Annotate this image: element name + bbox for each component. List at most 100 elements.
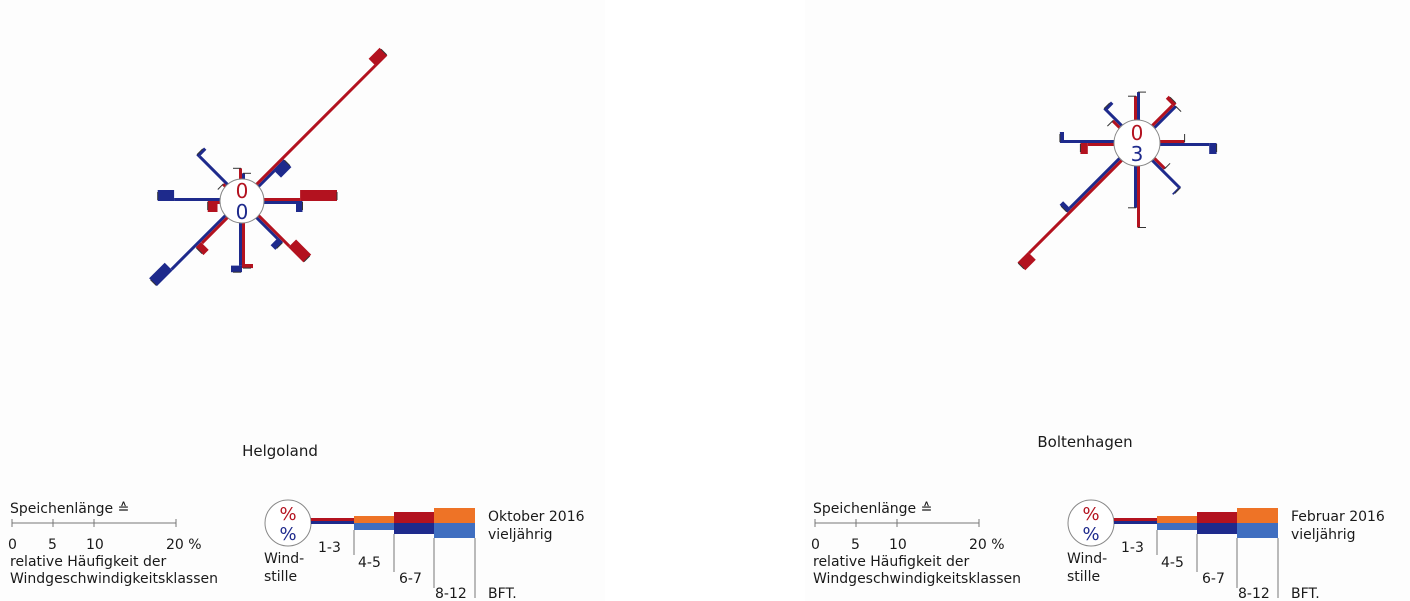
spoke-end-tick-climate-se bbox=[1174, 187, 1181, 194]
class-label-6-7: 6-7 bbox=[1202, 571, 1225, 587]
spoke-current-nw-class-1-3 bbox=[222, 183, 227, 188]
spoke-end-tick-climate-nw bbox=[1103, 102, 1111, 109]
station-title-helgoland: Helgoland bbox=[242, 442, 318, 460]
percent-current: % bbox=[279, 504, 296, 525]
spoke-climate-ne-class-6-7 bbox=[273, 159, 292, 178]
legend-bar-current-6-7 bbox=[1197, 512, 1237, 523]
spoke-end-tick-current-ne bbox=[380, 48, 388, 56]
legend-bar-climate-6-7 bbox=[1197, 523, 1237, 534]
spoke-climate-nw-class-6-7 bbox=[196, 147, 207, 158]
spoke-climate-nw-class-1-3 bbox=[1105, 109, 1123, 127]
spoke-current-ne-class-6-7 bbox=[1165, 95, 1177, 107]
percent-climate: % bbox=[279, 524, 296, 545]
spoke-climate-nw-class-1-3 bbox=[198, 155, 229, 186]
scale-tick-label: 20 % bbox=[969, 537, 1005, 553]
spoke-current-ne-class-1-3 bbox=[255, 64, 377, 186]
spoke-end-tick-climate-nw bbox=[196, 148, 204, 155]
class-label-4-5: 4-5 bbox=[358, 555, 381, 571]
spoke-climate-sw-class-1-3 bbox=[1068, 157, 1121, 210]
legend-bar-climate-8-12 bbox=[434, 523, 475, 538]
calm-value-climate: 3 bbox=[1131, 142, 1144, 166]
legend-bar-current-4-5 bbox=[354, 516, 394, 523]
spoke-climate-se-class-1-3 bbox=[255, 216, 279, 240]
legend-bar-climate-8-12 bbox=[1237, 523, 1278, 538]
wind-rose-helgoland: 00 bbox=[149, 47, 388, 287]
calm-label: Wind- bbox=[1067, 551, 1107, 567]
scale-tick-label: 0 bbox=[8, 537, 17, 553]
class-label-1-3: 1-3 bbox=[318, 540, 341, 556]
spoke-climate-sw-class-1-3 bbox=[170, 214, 227, 271]
spoke-current-ne-class-1-3 bbox=[1151, 104, 1174, 127]
scale-caption: Windgeschwindigkeitsklassen bbox=[10, 571, 218, 587]
scale-caption: Windgeschwindigkeitsklassen bbox=[813, 571, 1021, 587]
class-label-1-3: 1-3 bbox=[1121, 540, 1144, 556]
legend-climate-label: vieljährig bbox=[1291, 527, 1356, 543]
calm-label: Wind- bbox=[264, 551, 304, 567]
spoke-end-tick-current-nw bbox=[217, 183, 224, 190]
scale-tick-label: 0 bbox=[811, 537, 820, 553]
spoke-end-tick-current-sw bbox=[196, 247, 203, 255]
scale-title: Speichenlänge ≙ bbox=[10, 501, 129, 517]
legend-bar-current-4-5 bbox=[1157, 516, 1197, 523]
scale-tick-label: 5 bbox=[48, 537, 57, 553]
spoke-end-tick-climate-ne bbox=[1175, 105, 1182, 112]
scale-title: Speichenlänge ≙ bbox=[813, 501, 932, 517]
legend-right: Speichenlänge ≙ 0 5 10 20 % relative Häu… bbox=[811, 499, 1385, 601]
spoke-end-tick-climate-sw bbox=[150, 279, 157, 286]
spoke-current-sw-class-1-3 bbox=[1027, 159, 1123, 255]
calm-value-current: 0 bbox=[1131, 121, 1144, 145]
calm-circle bbox=[1113, 119, 1161, 167]
legend-bar-current-8-12 bbox=[434, 508, 475, 523]
station-title-boltenhagen: Boltenhagen bbox=[1037, 433, 1132, 451]
spoke-current-ne-class-6-7 bbox=[368, 47, 388, 67]
legend-current-label: Oktober 2016 bbox=[488, 509, 585, 525]
legend-bar-climate-4-5 bbox=[1157, 523, 1197, 530]
percent-climate: % bbox=[1082, 524, 1099, 545]
scale-caption: relative Häufigkeit der bbox=[813, 554, 969, 570]
legend-bar-climate-1-3 bbox=[1114, 521, 1157, 524]
class-label-4-5: 4-5 bbox=[1161, 555, 1184, 571]
spoke-current-sw-class-1-3 bbox=[200, 216, 229, 245]
calm-label: stille bbox=[264, 569, 297, 585]
spoke-current-se-class-1-3 bbox=[1153, 157, 1166, 170]
legend-left: Speichenlänge ≙ 0 5 10 20 % relative Häu… bbox=[8, 499, 585, 601]
spoke-climate-nw-class-6-7 bbox=[1103, 101, 1114, 112]
spoke-end-tick-current-ne bbox=[1169, 96, 1177, 104]
spoke-end-tick-current-nw bbox=[1107, 120, 1114, 127]
spoke-climate-sw-class-6-7 bbox=[1059, 201, 1071, 213]
spoke-end-tick-climate-se bbox=[276, 242, 283, 249]
calm-circle bbox=[219, 178, 265, 224]
legend-bar-current-1-3 bbox=[311, 518, 354, 521]
spoke-end-tick-current-sw bbox=[1017, 262, 1025, 270]
unit-label: BFT. bbox=[488, 586, 517, 601]
class-label-6-7: 6-7 bbox=[399, 571, 422, 587]
scale-tick-label: 20 % bbox=[166, 537, 202, 553]
right-panel-background bbox=[805, 0, 1410, 601]
percent-current: % bbox=[1082, 504, 1099, 525]
spoke-current-sw-class-6-7 bbox=[195, 242, 209, 256]
spoke-end-tick-climate-ne bbox=[284, 159, 291, 167]
unit-label: BFT. bbox=[1291, 586, 1320, 601]
spoke-current-sw-class-6-7 bbox=[1017, 252, 1036, 271]
legend-current-label: Februar 2016 bbox=[1291, 509, 1385, 525]
legend-bar-current-6-7 bbox=[394, 512, 434, 523]
legend-bar-climate-6-7 bbox=[394, 523, 434, 534]
left-panel-background bbox=[0, 0, 605, 601]
scale-tick-label: 10 bbox=[86, 537, 104, 553]
legend-bar-current-1-3 bbox=[1114, 518, 1157, 521]
scale-tick-label: 5 bbox=[851, 537, 860, 553]
legend-climate-label: vieljährig bbox=[488, 527, 553, 543]
spoke-current-se-class-6-7 bbox=[288, 239, 312, 263]
calm-value-current: 0 bbox=[236, 179, 249, 203]
wind-rose-boltenhagen: 03 bbox=[1017, 91, 1218, 271]
calm-value-climate: 0 bbox=[236, 200, 249, 224]
scale-tick-label: 10 bbox=[889, 537, 907, 553]
calm-label: stille bbox=[1067, 569, 1100, 585]
spoke-climate-se-class-1-3 bbox=[1151, 159, 1180, 189]
spoke-climate-ne-class-1-3 bbox=[1153, 105, 1177, 129]
spoke-end-tick-climate-sw bbox=[1060, 205, 1068, 213]
scale-caption: relative Häufigkeit der bbox=[10, 554, 166, 570]
spoke-climate-sw-class-6-7 bbox=[149, 262, 173, 287]
legend-bar-climate-4-5 bbox=[354, 523, 394, 530]
